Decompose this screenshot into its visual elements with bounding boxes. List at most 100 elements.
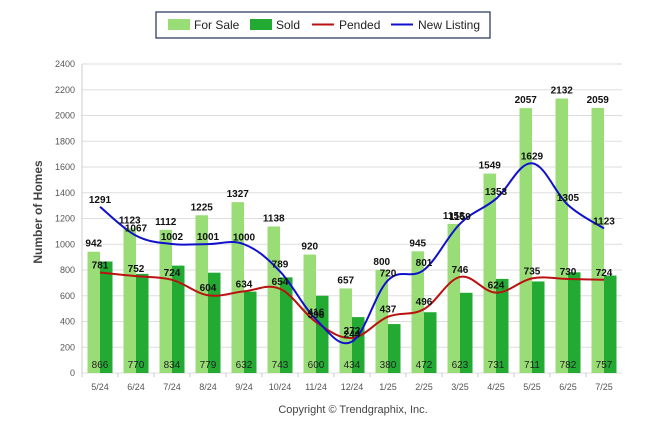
y-tick-label: 200: [60, 342, 75, 352]
data-label-for-sale: 920: [301, 242, 318, 253]
copyright-text: Copyright © Trendgraphix, Inc.: [278, 404, 427, 416]
data-label-for-sale: 942: [85, 239, 102, 250]
x-tick-label: 6/24: [127, 382, 145, 392]
bar-sold: [568, 272, 581, 373]
data-label-sold: 866: [92, 360, 109, 371]
bar-sold: [316, 295, 329, 373]
data-label-pended: 604: [200, 283, 217, 294]
y-tick-label: 400: [60, 317, 75, 327]
data-label-pended: 624: [488, 281, 505, 292]
y-tick-label: 1200: [55, 214, 75, 224]
data-label-new-listing: 1000: [233, 232, 256, 243]
legend-swatch-sold: [250, 19, 272, 30]
x-tick-label: 7/24: [163, 382, 181, 392]
y-tick-label: 1800: [55, 136, 75, 146]
data-label-pended: 272: [344, 326, 361, 337]
x-tick-label: 9/24: [235, 382, 253, 392]
data-label-pended: 437: [380, 305, 397, 316]
bar-sold: [100, 261, 113, 373]
data-label-new-listing: 416: [308, 307, 325, 318]
data-label-pended: 654: [272, 277, 289, 288]
data-label-new-listing: 1629: [521, 151, 544, 162]
data-label-sold: 782: [560, 360, 577, 371]
data-label-for-sale: 1138: [263, 213, 285, 224]
y-tick-label: 0: [70, 368, 75, 378]
data-label-pended: 781: [92, 260, 109, 271]
legend-label-sold: Sold: [276, 18, 300, 32]
data-label-pended: 724: [164, 268, 181, 279]
x-tick-label: 5/24: [91, 382, 109, 392]
data-label-pended: 724: [596, 268, 613, 279]
y-tick-label: 800: [60, 265, 75, 275]
data-label-new-listing: 1159: [449, 212, 471, 223]
bar-for-sale: [267, 226, 280, 373]
data-label-sold: 711: [524, 360, 540, 371]
data-label-sold: 380: [380, 360, 397, 371]
bar-for-sale: [123, 228, 136, 373]
data-label-new-listing: 789: [272, 259, 289, 270]
bar-for-sale: [231, 202, 244, 373]
series-lines: [99, 162, 605, 345]
data-label-pended: 634: [236, 279, 253, 290]
data-label-for-sale: 1225: [191, 202, 214, 213]
data-label-pended: 752: [128, 264, 145, 275]
x-tick-label: 2/25: [415, 382, 433, 392]
x-tick-label: 10/24: [269, 382, 292, 392]
data-label-sold: 472: [416, 360, 433, 371]
data-label-pended: 735: [524, 266, 541, 277]
y-tick-label: 2000: [55, 111, 75, 121]
data-label-pended: 496: [416, 297, 433, 308]
data-label-new-listing: 244: [344, 330, 361, 341]
x-tick-label: 7/25: [595, 382, 613, 392]
legend-label-for-sale: For Sale: [194, 18, 240, 32]
y-tick-label: 1400: [55, 188, 75, 198]
bar-sold: [280, 277, 293, 373]
bar-sold: [208, 272, 221, 373]
bars: [87, 98, 617, 373]
x-tick-label: 3/25: [451, 382, 469, 392]
data-label-sold: 834: [164, 360, 181, 371]
data-label-sold: 623: [452, 360, 469, 371]
data-label-for-sale: 800: [373, 257, 390, 268]
data-label-new-listing: 1067: [125, 224, 148, 235]
data-label-sold: 743: [272, 360, 289, 371]
data-label-for-sale: 945: [409, 238, 426, 249]
line-pended: [99, 271, 605, 339]
data-label-pended: 730: [560, 267, 577, 278]
y-tick-label: 2200: [55, 85, 75, 95]
bar-for-sale: [339, 288, 352, 373]
bar-sold: [604, 275, 617, 373]
bar-sold: [532, 281, 545, 373]
data-label-new-listing: 1291: [89, 195, 112, 206]
bar-for-sale: [555, 98, 568, 373]
data-label-pended: 746: [452, 265, 469, 276]
bar-sold: [244, 291, 257, 373]
x-tick-labels: 5/24 6/24 7/24 8/24 9/24 10/24 11/24 12/24 1/25 2…: [91, 382, 613, 392]
y-tick-label: 600: [60, 291, 75, 301]
y-axis-label: Number of Homes: [31, 160, 45, 264]
data-label-for-sale: 1549: [479, 161, 502, 172]
legend-label-pended: Pended: [339, 18, 380, 32]
y-tick-label: 1600: [55, 162, 75, 172]
data-label-for-sale: 1112: [155, 217, 177, 228]
data-label-new-listing: 1353: [485, 187, 508, 198]
data-label-for-sale: 1158: [443, 211, 465, 222]
data-label-sold: 731: [488, 360, 505, 371]
y-tick-label: 2400: [55, 59, 75, 69]
data-label-new-listing: 801: [416, 258, 433, 269]
line-new-listing: [99, 162, 605, 345]
data-label-sold: 770: [128, 360, 145, 371]
data-label-for-sale: 1327: [227, 189, 250, 200]
legend-swatch-for-sale: [168, 19, 190, 30]
legend-label-new-listing: New Listing: [418, 18, 480, 32]
data-label-sold: 434: [344, 360, 361, 371]
x-tick-label: 1/25: [379, 382, 397, 392]
data-label-new-listing: 720: [380, 268, 397, 279]
x-tick-label: 4/25: [487, 382, 505, 392]
data-label-new-listing: 1305: [557, 193, 580, 204]
x-tick-label: 5/25: [523, 382, 541, 392]
bar-for-sale: [591, 107, 604, 373]
data-label-for-sale: 2132: [551, 86, 574, 97]
bar-sold: [388, 324, 401, 373]
